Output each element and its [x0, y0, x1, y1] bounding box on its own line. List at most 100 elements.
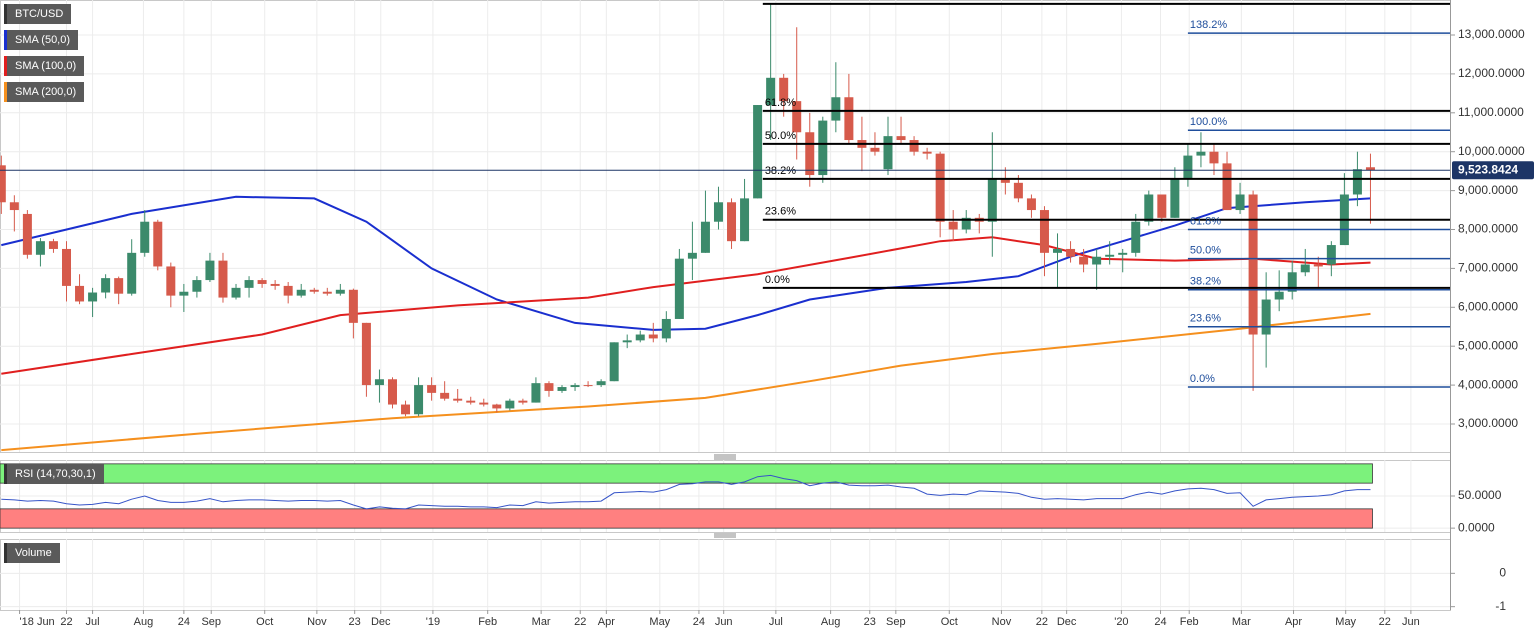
x-tick-label: Aug [821, 616, 841, 628]
candle-body [453, 398, 463, 401]
candle-body [153, 221, 163, 267]
y-tick-label: 7,000.0000 [1458, 261, 1518, 275]
candle-body [518, 400, 528, 403]
fib-label: 61.8% [765, 97, 796, 109]
candle-body [322, 291, 332, 294]
sma-line [1, 236, 1371, 375]
candle-body [883, 136, 893, 170]
candle-body [0, 165, 6, 203]
candle-body [1352, 169, 1362, 195]
candle-body [661, 318, 671, 339]
fib-label: 100.0% [765, 0, 803, 2]
candle-body [909, 140, 919, 152]
candle-body [75, 285, 85, 302]
x-tick-label: Mar [532, 616, 551, 628]
indicator-title: Volume [4, 543, 60, 563]
x-tick-label: Feb [1180, 616, 1199, 628]
candle-body [114, 278, 124, 294]
sma-line [1, 312, 1371, 452]
candle-body [622, 340, 632, 343]
rsi-band [0, 508, 1373, 529]
candle-body [635, 334, 645, 341]
candle-body [1248, 194, 1258, 335]
candle-body [766, 77, 776, 106]
candle-body [140, 221, 150, 253]
fib-label: 50.0% [765, 130, 796, 142]
y-tick-label: 10,000.0000 [1458, 144, 1525, 158]
legend-entry: SMA (100,0) [4, 56, 85, 76]
candle-body [1287, 272, 1297, 292]
candle-body [231, 287, 241, 298]
candle-body [348, 289, 358, 323]
candle-body [35, 241, 45, 255]
candle-body [466, 400, 476, 403]
x-tick-label: Oct [256, 616, 273, 628]
x-tick-label: Aug [134, 616, 154, 628]
candle-body [987, 178, 997, 222]
candle-body [922, 151, 932, 154]
x-tick-label: 22 [60, 616, 72, 628]
candle-body [1105, 254, 1115, 257]
x-tick-label: Jun [1402, 616, 1420, 628]
x-tick-label: 24 [693, 616, 705, 628]
candle-body [831, 97, 841, 121]
x-tick-label: Mar [1232, 616, 1251, 628]
candle-body [335, 289, 345, 294]
x-tick-label: '18 Jun [20, 616, 55, 628]
candle-body [1313, 264, 1323, 267]
x-tick-label: Apr [1285, 616, 1302, 628]
y-tick-label: 0.0000 [1458, 520, 1495, 534]
candle-body [1118, 252, 1128, 255]
candle-body [1274, 291, 1284, 300]
x-tick-label: Dec [1057, 616, 1077, 628]
y-tick-label: 9,000.0000 [1458, 183, 1518, 197]
candle-body [9, 202, 19, 211]
candle-body [713, 202, 723, 222]
y-tick-label: -1 [1495, 599, 1506, 613]
candle-body [401, 404, 411, 415]
chart-title: BTC/USD [4, 4, 72, 24]
fib-label: 0.0% [1190, 373, 1215, 385]
candle-body [296, 289, 306, 296]
candle-body [88, 292, 98, 302]
fib-label: 38.2% [1190, 276, 1221, 288]
y-tick-label: 5,000.0000 [1458, 338, 1518, 352]
candle-body [844, 97, 854, 141]
y-tick-label: 4,000.0000 [1458, 377, 1518, 391]
candle-body [283, 285, 293, 296]
rsi-band [0, 463, 1373, 484]
candle-body [127, 252, 137, 294]
fib-label: 50.0% [1190, 245, 1221, 257]
candle-body [961, 217, 971, 230]
candle-body [596, 381, 606, 386]
candle-body [687, 252, 697, 259]
x-tick-label: 22 [574, 616, 586, 628]
y-tick-label: 3,000.0000 [1458, 416, 1518, 430]
candle-body [101, 278, 111, 293]
candle-body [753, 105, 763, 199]
candle-body [531, 383, 541, 403]
fib-label: 100.0% [1190, 116, 1228, 128]
candle-body [1157, 194, 1167, 218]
y-tick-label: 13,000.0000 [1458, 27, 1525, 41]
candle-body [309, 289, 319, 292]
y-tick-label: 0 [1499, 566, 1506, 580]
indicator-title: RSI (14,70,30,1) [4, 464, 104, 484]
candle-body [1092, 256, 1102, 265]
x-tick-label: Oct [941, 616, 958, 628]
candle-body [896, 136, 906, 141]
candle-body [166, 266, 176, 296]
x-tick-label: 23 [349, 616, 361, 628]
candle-body [648, 334, 658, 339]
y-tick-label: 12,000.0000 [1458, 66, 1525, 80]
last-price-label: 9,523.8424 [1458, 162, 1518, 176]
x-tick-label: Nov [307, 616, 327, 628]
x-tick-label: May [649, 616, 670, 628]
candle-body [1300, 264, 1310, 273]
fib-label: 138.2% [1190, 19, 1228, 31]
candle-body [740, 198, 750, 242]
candle-body [700, 221, 710, 253]
candle-body [674, 258, 684, 319]
